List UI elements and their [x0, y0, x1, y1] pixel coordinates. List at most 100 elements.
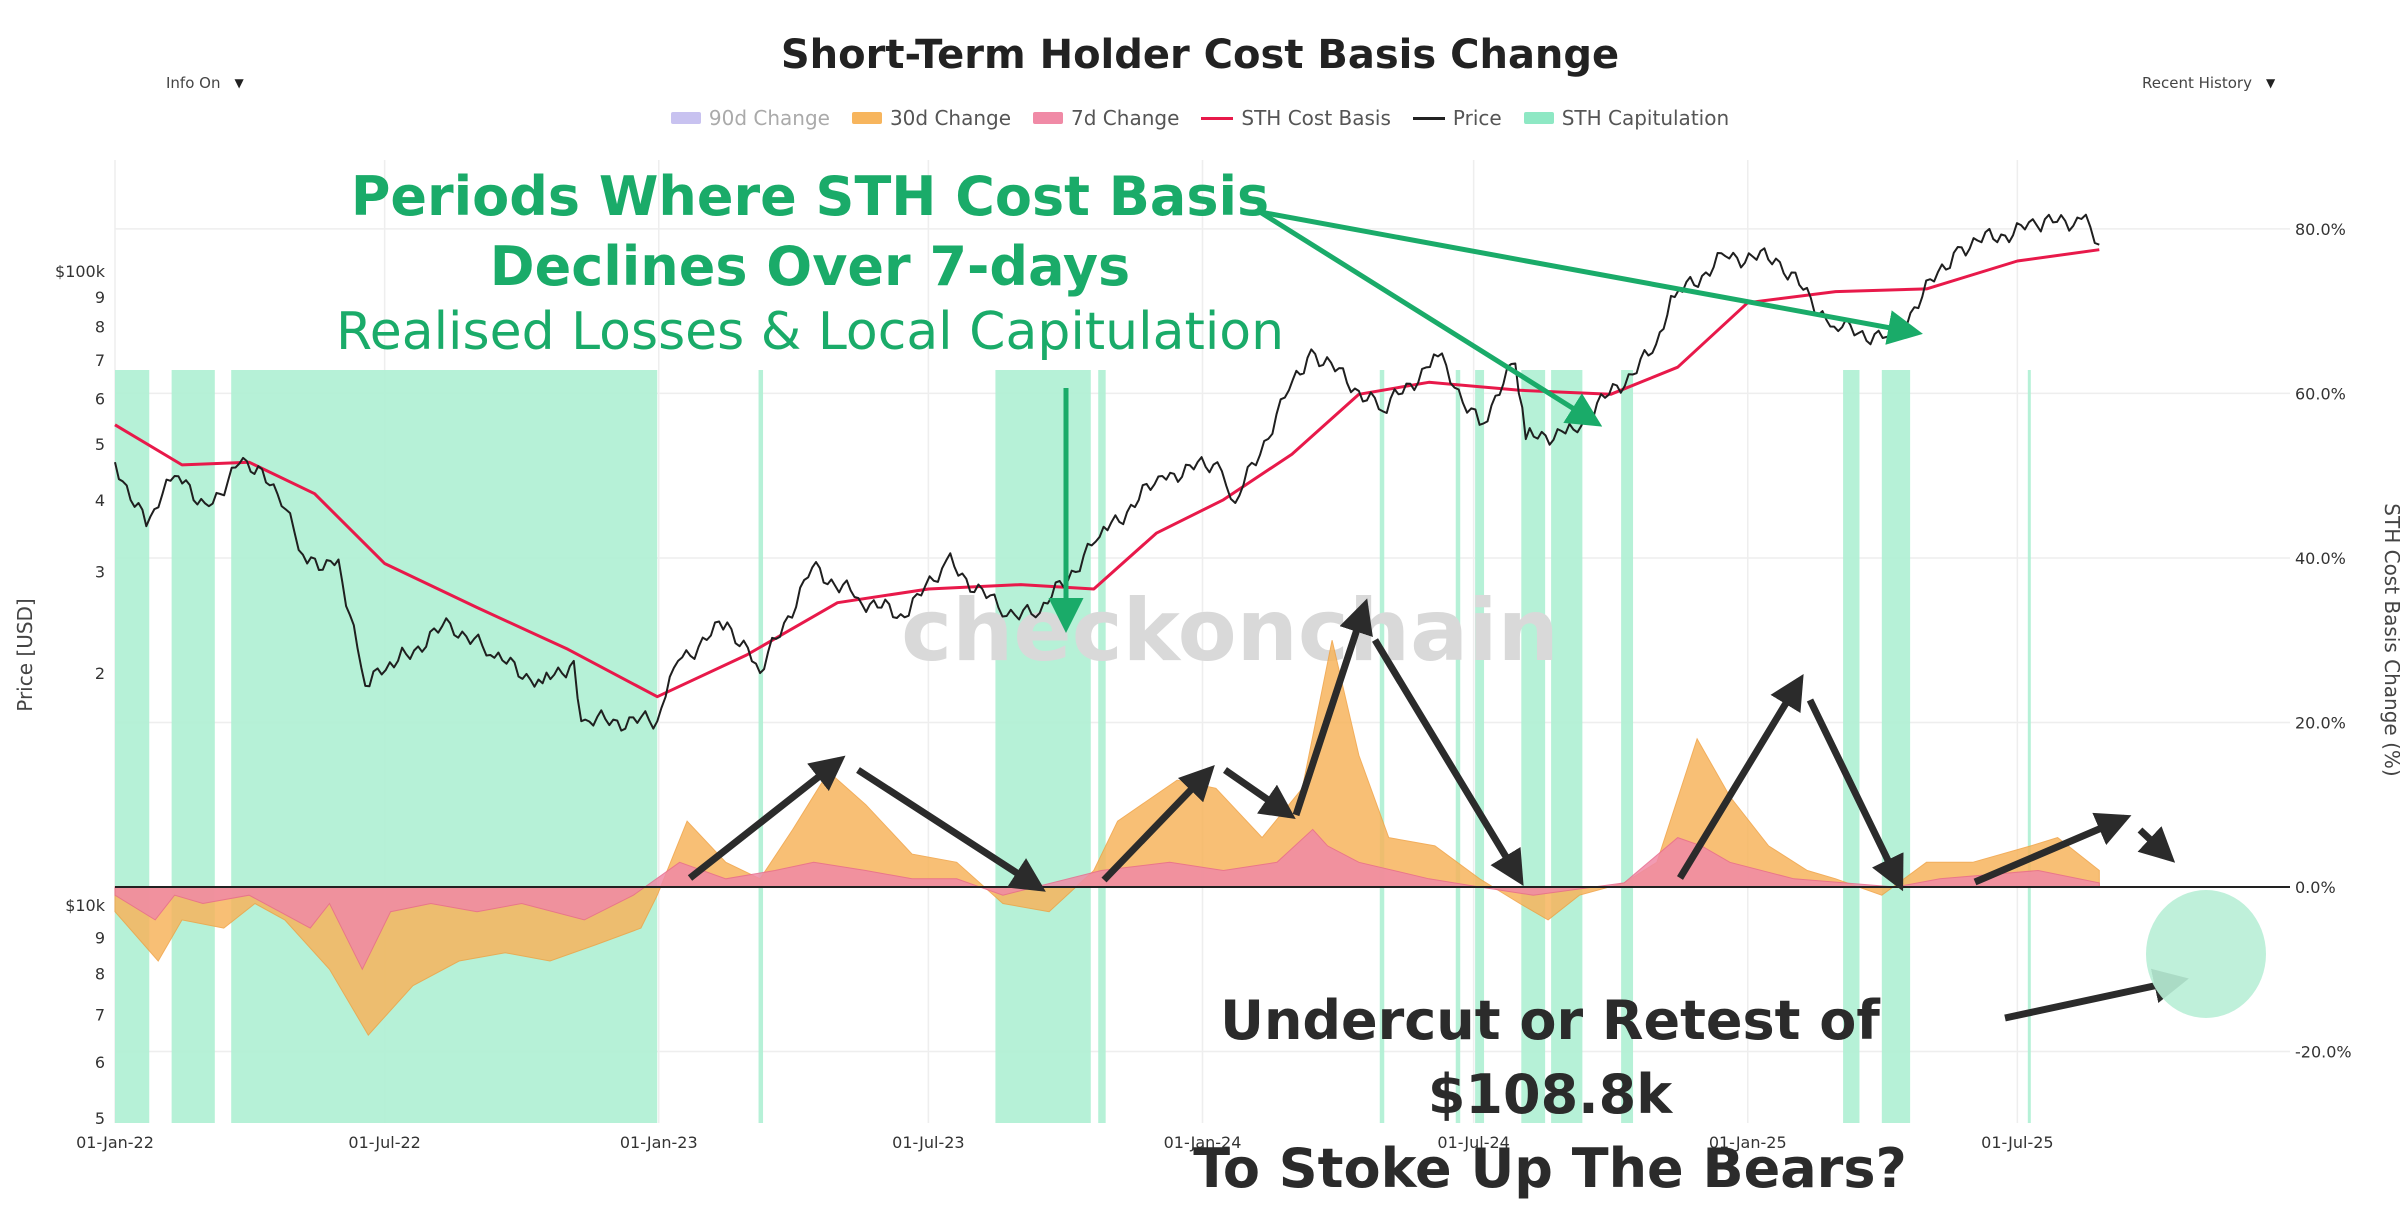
dark-arrow-8 — [1806, 698, 1904, 892]
annotation-dark-line2: To Stoke Up The Bears? — [1193, 1137, 1907, 1200]
y-left-tick-label: 6 — [95, 1053, 105, 1072]
annotation-green-subtitle: Realised Losses & Local Capitulation — [335, 302, 1285, 362]
legend-item-90d[interactable]: 90d Change — [670, 106, 830, 130]
series-price-line — [114, 213, 2100, 732]
legend-item-7d[interactable]: 7d Change — [1033, 106, 1179, 130]
capitulation-band — [1098, 370, 1106, 1123]
x-tick-label: 01-Jul-24 — [1437, 1133, 1509, 1152]
y-left-tick-label: $100k — [55, 262, 106, 281]
annotation-dark-line1: Undercut or Retest of $108.8k — [1220, 989, 1880, 1126]
x-tick-label: 01-Jul-22 — [348, 1133, 420, 1152]
capitulation-bands — [115, 370, 2031, 1123]
legend-item-sth-capitulation[interactable]: STH Capitulation — [1523, 106, 1730, 130]
legend-item-sth-cost-basis[interactable]: STH Cost Basis — [1201, 106, 1391, 130]
capitulation-band — [171, 370, 215, 1123]
dark-arrow-3 — [1101, 764, 1215, 883]
chart-title: Short-Term Holder Cost Basis Change — [780, 32, 1620, 78]
chevron-down-icon: ▼ — [2265, 76, 2276, 90]
y-right-tick-label: 60.0% — [2295, 384, 2346, 403]
price-lines — [114, 213, 2100, 732]
legend-label: STH Cost Basis — [1241, 106, 1391, 130]
capitulation-band — [115, 370, 150, 1123]
axes: 01-Jan-22 01-Jul-22 01-Jan-23 01-Jul-23 01-J… — [55, 220, 2352, 1152]
legend-swatch — [1201, 116, 1234, 120]
y-right-axis-label: STH Cost Basis Change (%) — [2380, 503, 2400, 776]
y-left-tick-label: 8 — [95, 318, 105, 337]
y-left-tick-label: 4 — [95, 491, 105, 510]
y-left-tick-label: 2 — [95, 664, 105, 683]
legend: 90d Change 30d Change 7d Change STH Cost… — [0, 106, 2400, 130]
dark-arrow-7 — [1677, 674, 1804, 880]
capitulation-band — [1621, 370, 1634, 1123]
annotation-green-line2: Declines Over 7-days — [489, 235, 1131, 298]
capitulation-band — [1379, 370, 1385, 1123]
capitulation-band — [1521, 370, 1546, 1123]
y-left-tick-label: 9 — [95, 928, 105, 947]
y-right-tick-label: 20.0% — [2295, 713, 2346, 732]
history-dropdown-label: Recent History — [2142, 74, 2252, 92]
x-tick-label: 01-Jan-23 — [620, 1133, 698, 1152]
capitulation-band — [995, 370, 1091, 1123]
y-right-tick-label: -20.0% — [2295, 1043, 2352, 1062]
y-left-tick-label: 7 — [95, 351, 105, 370]
capitulation-band — [1881, 370, 1911, 1123]
x-tick-label: 01-Jan-25 — [1709, 1133, 1787, 1152]
capitulation-band — [1455, 370, 1461, 1123]
y-left-tick-label: 8 — [95, 965, 105, 984]
x-tick-label: 01-Jul-25 — [1981, 1133, 2053, 1152]
green-arrow-right — [1259, 209, 1923, 345]
dark-arrow-1 — [687, 755, 846, 881]
dark-arrow-6 — [1372, 638, 1524, 886]
y-left-tick-label: 9 — [95, 288, 105, 307]
legend-swatch — [1033, 112, 1064, 124]
legend-swatch — [1523, 112, 1554, 124]
x-tick-label: 01-Jul-23 — [892, 1133, 964, 1152]
dark-arrow-2 — [856, 767, 1046, 892]
capitulation-band — [1475, 370, 1485, 1123]
annotation-bearish: Undercut or Retest of $108.8k To Stoke U… — [1100, 984, 2000, 1206]
legend-swatch — [851, 112, 882, 124]
legend-label: 30d Change — [889, 106, 1012, 130]
y-right-tick-label: 0.0% — [2295, 878, 2336, 897]
series-sth-cost-basis-line — [114, 248, 2100, 699]
green-arrow-mid — [1258, 209, 1603, 427]
y-right-tick-label: 80.0% — [2295, 220, 2346, 239]
watermark: checkonchain — [901, 581, 1559, 681]
target-circle — [2146, 890, 2266, 1018]
annotation-arrows-green — [1048, 209, 1923, 633]
y-left-tick-label: 5 — [95, 435, 105, 454]
legend-label: STH Capitulation — [1561, 106, 1730, 130]
capitulation-band — [231, 370, 658, 1123]
dark-arrow-9 — [1973, 812, 2132, 886]
annotation-arrows-dark — [687, 598, 2189, 1022]
y-left-tick-label: 6 — [95, 389, 105, 408]
y-right-tick-label: 40.0% — [2295, 549, 2346, 568]
info-dropdown-label: Info On — [166, 74, 221, 92]
legend-item-30d[interactable]: 30d Change — [851, 106, 1012, 130]
capitulation-band — [1551, 370, 1583, 1123]
x-tick-label: 01-Jan-22 — [76, 1133, 154, 1152]
info-dropdown[interactable]: Info On ▼ — [156, 68, 254, 98]
y-left-tick-label: 3 — [95, 563, 105, 582]
dark-arrow-11 — [2004, 968, 2189, 1022]
y-left-axis-label: Price [USD] — [13, 598, 37, 712]
series-30d-change-area — [114, 640, 2100, 1036]
chevron-down-icon: ▼ — [234, 76, 244, 90]
annotation-green-line1: Periods Where STH Cost Basis — [350, 165, 1270, 228]
x-tick-label: 01-Jan-24 — [1164, 1133, 1242, 1152]
legend-swatch — [1412, 116, 1445, 120]
dark-arrow-5 — [1292, 598, 1373, 817]
history-dropdown[interactable]: Recent History ▼ — [2132, 68, 2286, 98]
dark-arrow-4 — [1223, 767, 1296, 819]
y-left-tick-label: $10k — [65, 896, 106, 915]
capitulation-band — [2027, 370, 2031, 1123]
y-left-tick-label: 5 — [95, 1109, 105, 1128]
legend-item-price[interactable]: Price — [1412, 106, 1502, 130]
legend-swatch — [670, 112, 701, 124]
annotation-green-title: Periods Where STH Cost Basis Declines Ov… — [270, 162, 1350, 302]
capitulation-band — [758, 370, 764, 1123]
dark-arrow-10 — [2137, 826, 2176, 863]
capitulation-band — [1843, 370, 1860, 1123]
legend-label: Price — [1452, 106, 1502, 130]
